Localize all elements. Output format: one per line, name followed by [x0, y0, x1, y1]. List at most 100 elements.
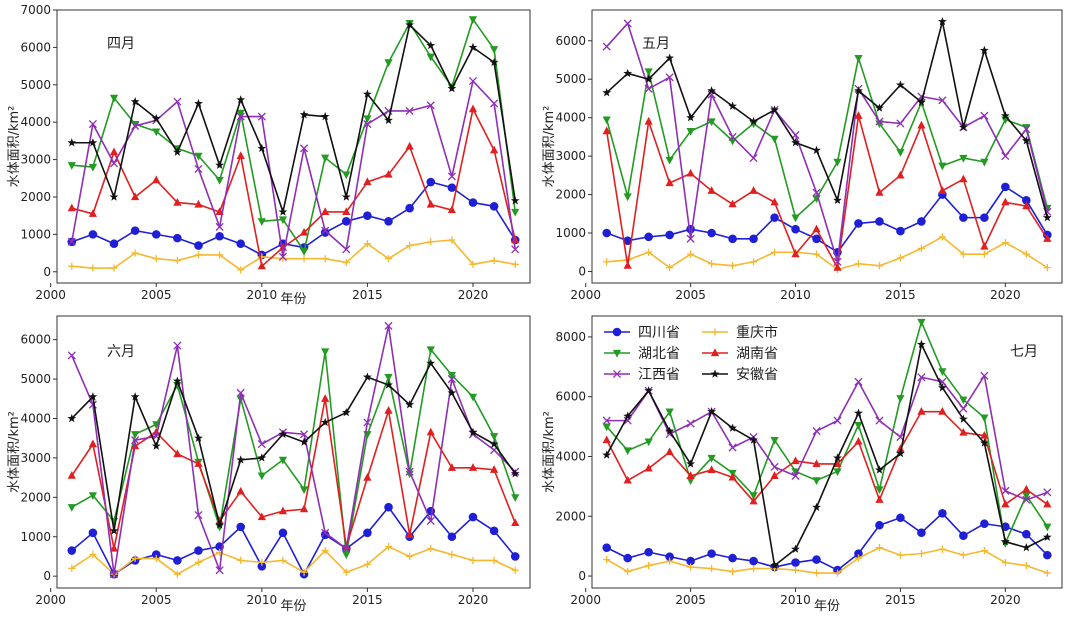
data-point [427, 238, 435, 246]
y-tick-label: 5000 [555, 72, 586, 86]
y-tick-label: 4000 [20, 411, 51, 425]
legend-entry: 湖北省 [604, 346, 680, 362]
data-point [341, 216, 351, 226]
data-point [1021, 136, 1031, 145]
data-point [320, 417, 330, 427]
data-point [959, 414, 968, 423]
data-point [405, 467, 414, 476]
data-point [490, 99, 499, 108]
data-point [363, 211, 372, 220]
data-point [448, 550, 456, 559]
data-point [405, 530, 414, 538]
legend-label: 重庆市 [736, 324, 778, 341]
data-point [917, 373, 926, 382]
data-point [321, 528, 330, 537]
data-point [257, 453, 267, 462]
data-point [812, 145, 821, 155]
data-point [644, 74, 654, 83]
data-point [791, 138, 800, 147]
series-line [605, 114, 1048, 269]
data-point [447, 375, 456, 384]
data-point [131, 120, 140, 129]
data-point [623, 19, 632, 28]
data-point [896, 395, 905, 403]
data-point [623, 475, 632, 484]
x-tick-label: 2010 [247, 288, 278, 302]
data-point [384, 406, 393, 414]
series-line [71, 239, 516, 271]
data-point [405, 106, 414, 116]
data-point [88, 163, 97, 172]
data-point [194, 98, 203, 108]
series-line [606, 546, 1048, 574]
y-tick-label: 8000 [555, 330, 586, 344]
y-axis-label: 水体面积/km² [7, 411, 22, 493]
y-axis-label: 水体面积/km² [542, 106, 557, 188]
data-point [236, 239, 246, 249]
data-point [194, 164, 203, 173]
data-point [770, 213, 779, 222]
data-point [644, 116, 653, 125]
data-point [686, 477, 695, 485]
data-point [770, 135, 779, 144]
data-point [489, 439, 499, 448]
data-point [447, 172, 456, 181]
data-point [215, 566, 224, 575]
x-tick-label: 2010 [780, 288, 811, 302]
data-point [665, 230, 674, 240]
data-point [959, 154, 968, 163]
data-point [812, 188, 821, 197]
data-point [959, 531, 968, 540]
x-tick-label: 2000 [570, 288, 601, 302]
data-point [258, 558, 266, 566]
data-point [469, 260, 477, 268]
data-point [1001, 499, 1010, 508]
data-point [917, 339, 926, 349]
data-point [321, 394, 330, 402]
data-point [384, 374, 393, 382]
data-point [278, 506, 288, 515]
data-point [405, 20, 415, 29]
x-tick-label: 2020 [990, 288, 1021, 302]
chart-panel-4: 2000 2005 2010 2015 2020 0 2000 4000 6000 8000 年份 水… [542, 315, 1063, 614]
data-point [88, 439, 97, 448]
data-point [938, 16, 947, 26]
data-point [511, 566, 519, 574]
data-point [1022, 124, 1031, 132]
x-axis-label: 年份 [280, 292, 306, 307]
data-point [67, 413, 77, 423]
y-axis-label: 水体面积/km² [542, 411, 557, 493]
data-point [875, 520, 884, 530]
data-point [109, 192, 119, 201]
data-point [321, 546, 329, 555]
data-point [896, 551, 905, 559]
plot-frame [56, 9, 531, 284]
data-point [686, 419, 695, 428]
data-point [109, 147, 119, 156]
data-point [109, 159, 119, 168]
y-tick-label: 5000 [20, 372, 51, 386]
data-point [131, 192, 140, 201]
data-point [980, 250, 988, 258]
data-point [299, 486, 309, 495]
data-point [770, 560, 779, 570]
data-point [665, 178, 674, 187]
data-point [791, 558, 800, 567]
data-point [299, 248, 309, 256]
data-point [623, 193, 632, 202]
data-point [959, 404, 968, 413]
data-point [896, 254, 905, 262]
data-point [489, 202, 499, 211]
series-tri-up [602, 407, 1052, 508]
data-point [666, 557, 674, 565]
y-tick-label: 2000 [20, 190, 51, 204]
data-point [1000, 111, 1010, 120]
x-tick-label: 2020 [990, 593, 1021, 607]
data-point [854, 408, 863, 417]
data-point [173, 97, 182, 106]
data-point [215, 231, 224, 241]
series-line [71, 348, 516, 556]
data-point [194, 511, 203, 520]
data-point [88, 528, 98, 538]
